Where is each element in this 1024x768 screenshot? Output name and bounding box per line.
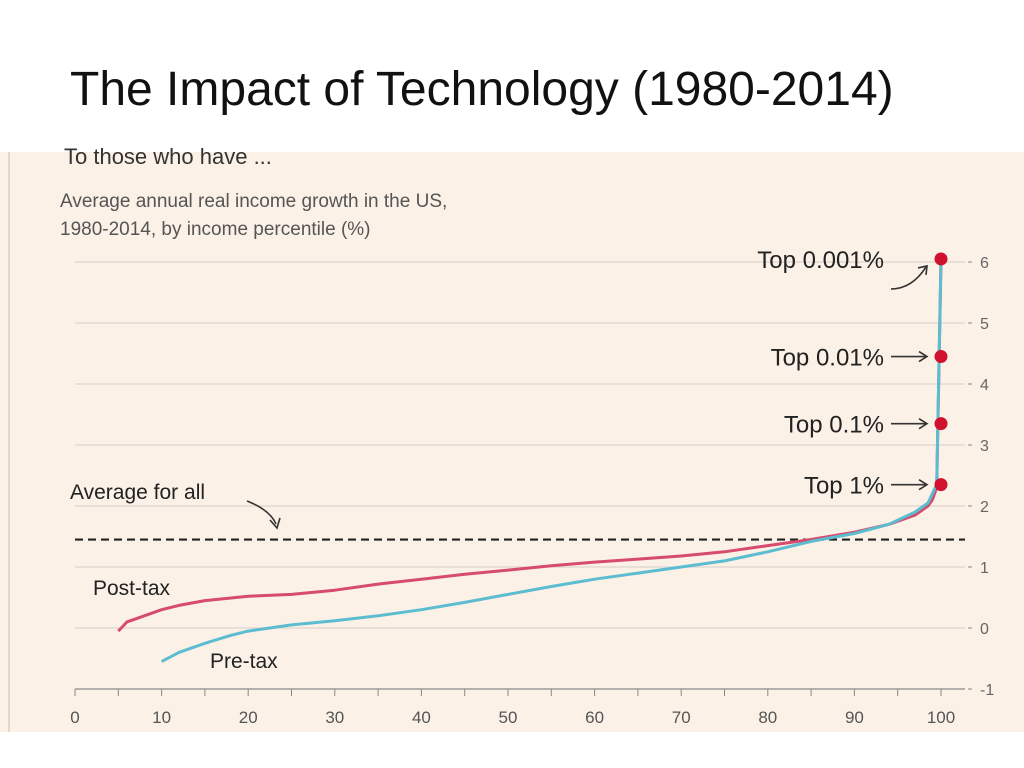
figure-heading: To those who have ... bbox=[64, 144, 272, 169]
chart-figure: To those who have ... Average annual rea… bbox=[0, 144, 1024, 732]
y-tick-label-5: 5 bbox=[980, 316, 989, 333]
x-tick-label-10: 10 bbox=[152, 708, 171, 727]
x-tick-label-100: 100 bbox=[927, 708, 955, 727]
y-tick-label-3: 3 bbox=[980, 438, 989, 455]
y-tick-label--1: -1 bbox=[980, 682, 994, 699]
x-tick-label-90: 90 bbox=[845, 708, 864, 727]
figure-left-rule bbox=[8, 152, 10, 732]
highlight-dot-1 bbox=[934, 350, 948, 364]
series-label-pre-tax: Pre-tax bbox=[210, 650, 278, 673]
y-tick-label-6: 6 bbox=[980, 255, 989, 272]
slide-title: The Impact of Technology (1980-2014) bbox=[70, 63, 894, 116]
highlight-arrowhead-1 bbox=[918, 350, 929, 363]
y-tick-label-4: 4 bbox=[980, 377, 989, 394]
highlight-arrowhead-2 bbox=[918, 417, 929, 430]
y-tick-label-1: 1 bbox=[980, 560, 989, 577]
average-label: Average for all bbox=[70, 481, 205, 504]
highlight-label-0: Top 0.001% bbox=[757, 247, 884, 274]
highlight-arrowhead-3 bbox=[918, 478, 929, 491]
highlight-label-2: Top 0.1% bbox=[784, 412, 884, 439]
x-tick-label-20: 20 bbox=[239, 708, 258, 727]
average-arrowhead bbox=[269, 517, 281, 530]
figure-subtitle: Average annual real income growth in the… bbox=[60, 191, 448, 240]
x-tick-label-30: 30 bbox=[325, 708, 344, 727]
highlight-arrow-0 bbox=[890, 266, 927, 290]
average-arrow bbox=[246, 500, 277, 525]
highlight-label-3: Top 1% bbox=[804, 473, 884, 500]
x-tick-label-50: 50 bbox=[499, 708, 518, 727]
x-tick-label-40: 40 bbox=[412, 708, 431, 727]
x-tick-label-60: 60 bbox=[585, 708, 604, 727]
x-tick-label-70: 70 bbox=[672, 708, 691, 727]
highlight-dot-0 bbox=[934, 252, 948, 266]
highlight-dot-2 bbox=[934, 417, 948, 431]
y-tick-label-2: 2 bbox=[980, 499, 989, 516]
highlight-label-1: Top 0.01% bbox=[771, 345, 884, 372]
series-line-pre-tax bbox=[160, 258, 943, 663]
y-tick-label-0: 0 bbox=[980, 621, 989, 638]
highlight-arrowhead-0 bbox=[917, 264, 928, 276]
x-tick-label-0: 0 bbox=[70, 708, 79, 727]
x-tick-label-80: 80 bbox=[758, 708, 777, 727]
series-label-post-tax: Post-tax bbox=[93, 577, 171, 600]
highlight-dot-3 bbox=[934, 478, 948, 492]
